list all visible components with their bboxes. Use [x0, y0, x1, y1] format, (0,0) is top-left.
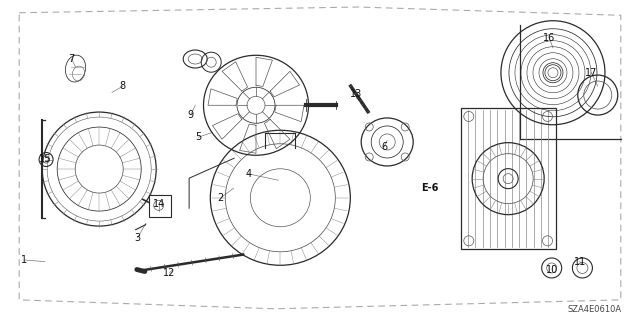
Text: 11: 11 — [573, 256, 586, 267]
Text: 17: 17 — [585, 68, 598, 78]
Text: 14: 14 — [152, 199, 165, 209]
Text: 13: 13 — [349, 89, 362, 99]
Text: 16: 16 — [543, 33, 556, 43]
Text: 10: 10 — [545, 264, 558, 275]
Text: 15: 15 — [38, 154, 51, 165]
Bar — [461, 108, 556, 249]
Text: 9: 9 — [188, 110, 194, 120]
Text: 2: 2 — [218, 193, 224, 203]
Bar — [148, 195, 171, 217]
Text: SZA4E0610A: SZA4E0610A — [568, 305, 622, 314]
Text: 4: 4 — [245, 169, 252, 179]
Text: E-6: E-6 — [421, 182, 439, 193]
Text: 1: 1 — [21, 255, 28, 265]
Text: 12: 12 — [163, 268, 176, 278]
Text: 6: 6 — [381, 142, 387, 152]
Text: 5: 5 — [195, 132, 202, 142]
Text: 3: 3 — [134, 233, 141, 243]
Text: 7: 7 — [68, 54, 75, 64]
Text: 8: 8 — [120, 81, 126, 91]
